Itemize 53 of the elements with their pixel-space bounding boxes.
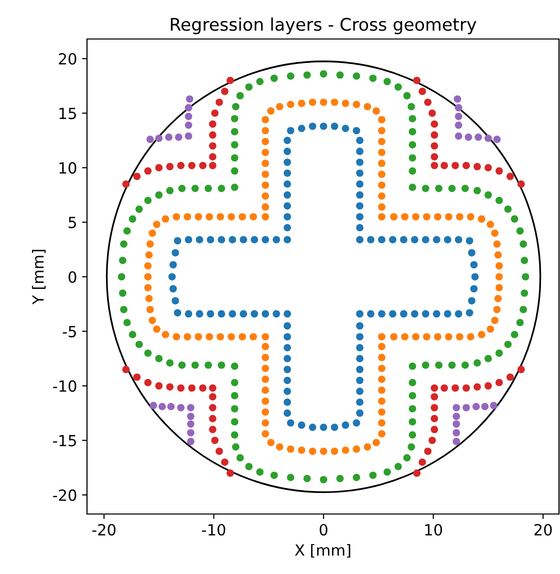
point <box>472 402 480 410</box>
point <box>454 104 462 112</box>
point <box>462 404 470 412</box>
point <box>481 402 489 410</box>
point <box>454 95 462 103</box>
point <box>184 121 192 129</box>
point <box>184 112 192 120</box>
point <box>184 104 192 112</box>
point <box>452 404 460 412</box>
x-tick-label: -20 <box>92 524 116 536</box>
point <box>187 429 194 436</box>
y-tick-label: 20 <box>58 53 76 65</box>
point <box>150 402 158 410</box>
chart-title: Regression layers - Cross geometry <box>170 17 476 34</box>
y-tick-label: -5 <box>62 326 76 338</box>
x-axis-title: X [mm] <box>294 544 350 558</box>
point <box>165 133 172 141</box>
point <box>174 133 182 141</box>
point <box>454 112 462 120</box>
point <box>187 412 194 420</box>
point <box>452 429 460 436</box>
y-tick-label: 0 <box>68 271 76 283</box>
point <box>452 438 460 446</box>
point <box>155 134 163 142</box>
point <box>454 121 462 129</box>
point <box>452 412 460 420</box>
y-tick-label: -20 <box>53 489 76 501</box>
x-tick-label: 10 <box>425 524 442 536</box>
y-tick-label: 5 <box>68 216 76 228</box>
y-tick-label: 15 <box>60 108 76 120</box>
point <box>187 438 194 446</box>
point <box>158 402 166 410</box>
x-tick-label: 0 <box>320 524 328 536</box>
point <box>454 132 462 140</box>
point <box>167 402 175 410</box>
point <box>187 404 194 412</box>
y-tick-label: -10 <box>53 380 76 392</box>
point <box>474 133 482 141</box>
point <box>146 136 154 144</box>
y-axis-title: Y [mm] <box>32 250 46 304</box>
point <box>184 132 192 140</box>
point <box>490 402 498 410</box>
x-tick-label: 20 <box>534 524 552 536</box>
point <box>464 133 472 141</box>
point <box>452 420 460 428</box>
y-tick-label: 10 <box>60 162 76 174</box>
point <box>493 136 501 144</box>
point <box>186 95 194 103</box>
point <box>187 420 194 428</box>
point <box>177 404 185 412</box>
y-tick-label: -15 <box>53 435 76 446</box>
point <box>484 134 492 142</box>
x-tick-label: -10 <box>202 524 226 536</box>
